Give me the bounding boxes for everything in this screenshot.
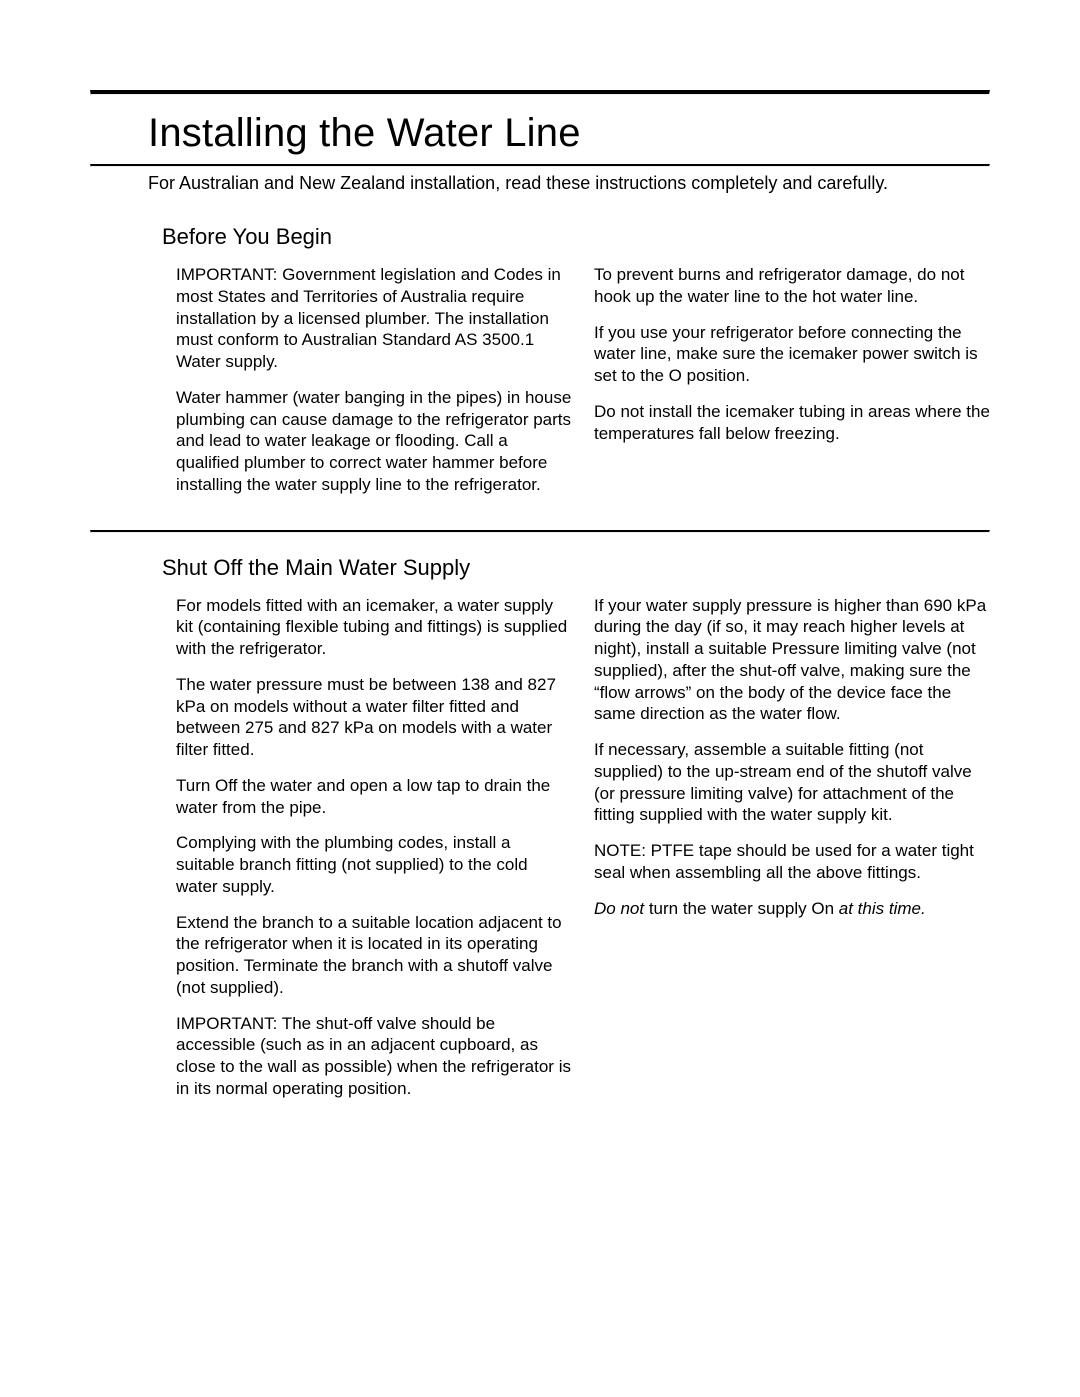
shutoff-right-p4c: On <box>811 899 834 918</box>
shutoff-left-p6: IMPORTANT: The shut-off valve should be … <box>176 1013 572 1100</box>
shutoff-right-p4b: turn the water supply <box>644 899 811 918</box>
shutoff-left-p5: Extend the branch to a suitable location… <box>176 912 572 999</box>
shutoff-columns: For models fitted with an icemaker, a wa… <box>176 595 990 1114</box>
shutoff-left-p4: Complying with the plumbing codes, insta… <box>176 832 572 897</box>
shutoff-left-p1: For models fitted with an icemaker, a wa… <box>176 595 572 660</box>
page-subtitle: For Australian and New Zealand installat… <box>148 173 990 194</box>
before-right-p2b: O <box>669 366 682 385</box>
top-rule <box>90 90 990 95</box>
shutoff-right-p3: NOTE: PTFE tape should be used for a wat… <box>594 840 990 884</box>
section-heading-before: Before You Begin <box>162 224 990 250</box>
page-title: Installing the Water Line <box>148 111 990 156</box>
section-heading-shutoff: Shut Off the Main Water Supply <box>162 555 990 581</box>
shutoff-right-p2: If necessary, assemble a suitable fittin… <box>594 739 990 826</box>
shutoff-left-p3b: Off <box>215 776 237 795</box>
section-before-you-begin: Before You Begin IMPORTANT: Government l… <box>90 224 990 510</box>
shutoff-right-p3-body: PTFE tape should be used for a water tig… <box>594 841 974 882</box>
before-columns: IMPORTANT: Government legislation and Co… <box>176 264 990 510</box>
before-left-column: IMPORTANT: Government legislation and Co… <box>176 264 572 510</box>
shutoff-right-p1: If your water supply pressure is higher … <box>594 595 990 726</box>
important-label: IMPORTANT: <box>176 265 277 284</box>
before-right-p1: To prevent burns and refrigerator damage… <box>594 264 990 308</box>
shutoff-right-p4: Do not turn the water supply On at this … <box>594 898 990 920</box>
note-label: NOTE: <box>594 841 646 860</box>
shutoff-right-p4a: Do not <box>594 899 644 918</box>
section-divider <box>90 530 990 533</box>
shutoff-left-p1c: (containing flexible tubing and fittings… <box>176 617 567 658</box>
before-right-p3: Do not install the icemaker tubing in ar… <box>594 401 990 445</box>
shutoff-right-column: If your water supply pressure is higher … <box>594 595 990 1114</box>
shutoff-right-p4d: at this time. <box>834 899 926 918</box>
page: Installing the Water Line For Australian… <box>0 0 1080 1397</box>
important-label: IMPORTANT: <box>176 1014 277 1033</box>
shutoff-left-p3: Turn Off the water and open a low tap to… <box>176 775 572 819</box>
title-underline <box>90 164 990 167</box>
before-right-p2c: position. <box>682 366 750 385</box>
section-shut-off: Shut Off the Main Water Supply For model… <box>90 555 990 1114</box>
before-right-p2: If you use your refrigerator before conn… <box>594 322 990 387</box>
shutoff-left-p3a: Turn <box>176 776 215 795</box>
shutoff-left-p2: The water pressure must be between 138 a… <box>176 674 572 761</box>
shutoff-left-p1a: For models fitted with an icemaker, a <box>176 596 458 615</box>
before-left-p1: IMPORTANT: Government legislation and Co… <box>176 264 572 373</box>
before-right-p2a: If you use your refrigerator before conn… <box>594 323 978 386</box>
shutoff-left-column: For models fitted with an icemaker, a wa… <box>176 595 572 1114</box>
before-right-column: To prevent burns and refrigerator damage… <box>594 264 990 510</box>
before-left-p2: Water hammer (water banging in the pipes… <box>176 387 572 496</box>
